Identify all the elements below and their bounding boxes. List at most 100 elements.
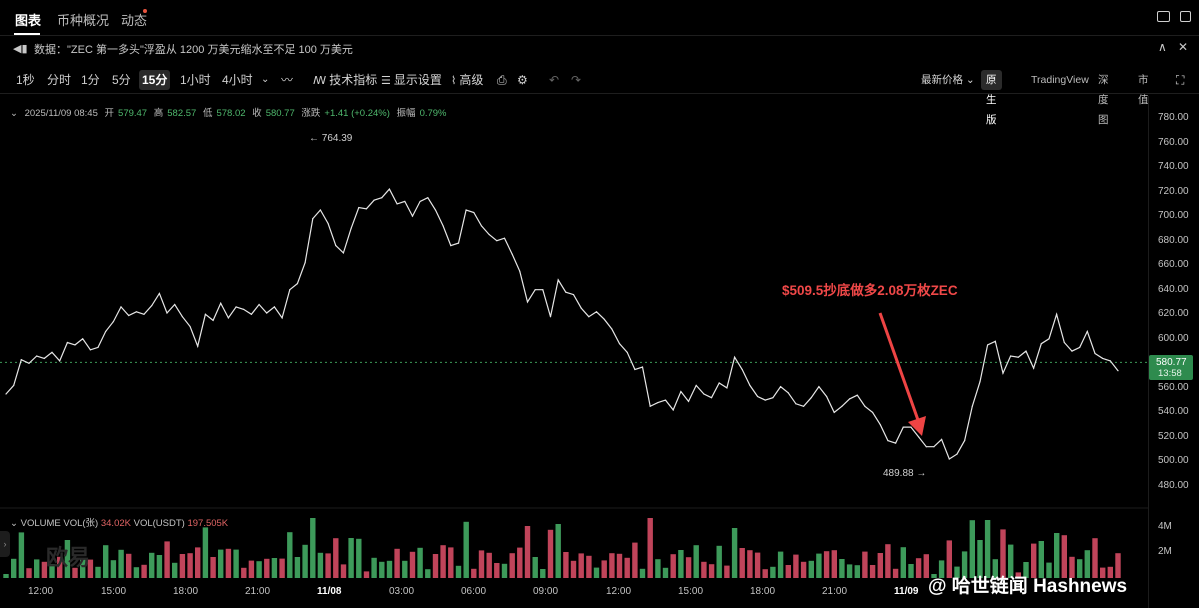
volume-bar — [302, 544, 308, 578]
news-bar: ◀▮ 数据："ZEC 第一多头"浮盈从 1200 万美元缩水至不足 100 万美… — [0, 37, 1199, 59]
okx-watermark: 欧易 — [46, 545, 91, 570]
volume-bar — [954, 566, 960, 578]
current-price-tag: 580.77 13:58 — [1149, 355, 1193, 380]
volume-bar — [1000, 529, 1006, 578]
volume-bar — [356, 538, 362, 578]
volume-bar — [900, 547, 906, 578]
y-tick-label: 500.00 — [1158, 455, 1189, 467]
close-icon[interactable]: ✕ — [1178, 40, 1189, 54]
callout-arrow-shaft — [878, 312, 920, 421]
volume-legend: ⌄ VOLUME VOL(张) 34.02K VOL(USDT) 197.505… — [10, 515, 228, 529]
timeframe-1h[interactable]: 1小时 — [180, 73, 211, 87]
volume-bar — [202, 527, 209, 578]
volume-bar — [540, 569, 546, 578]
x-tick-label: 12:00 — [28, 586, 54, 597]
volume-bar — [478, 550, 485, 578]
tab-feed[interactable]: 动态 — [121, 13, 148, 28]
x-tick-label: 15:00 — [678, 586, 704, 597]
volume-bar — [984, 520, 991, 578]
volume-bar — [141, 564, 147, 578]
volume-bar — [363, 571, 370, 578]
volume-bar — [118, 549, 124, 578]
volume-bar — [486, 552, 492, 578]
active-tab-underline — [14, 33, 40, 35]
gear-icon[interactable]: ⚙ — [517, 73, 528, 87]
x-tick-label: 18:00 — [750, 586, 776, 597]
volume-bar — [287, 532, 293, 578]
low-marker: 489.88 → — [883, 468, 927, 479]
sidebar-toggle-icon[interactable]: › — [0, 531, 10, 557]
volume-bar — [923, 554, 929, 578]
view-tradingview[interactable]: TradingView — [1031, 74, 1089, 86]
volume-collapse-icon[interactable]: ⌄ — [10, 518, 18, 529]
window-mode-icon[interactable] — [1157, 11, 1170, 22]
timeframe-time[interactable]: 分时 — [47, 73, 72, 87]
indicators-button[interactable]: ꟿ 技术指标 — [313, 70, 377, 90]
volume-bar — [701, 561, 707, 578]
open-value: 579.47 — [118, 108, 148, 119]
volume-bar — [72, 567, 78, 578]
collapse-icon[interactable]: ∧ — [1158, 40, 1167, 54]
volume-bar — [333, 538, 339, 578]
volume-name: VOLUME — [20, 518, 61, 529]
view-native[interactable]: 原生版 — [981, 70, 1002, 126]
volume-bar — [34, 559, 40, 578]
volume-bar — [1023, 562, 1029, 578]
volume-bar — [563, 552, 569, 578]
volume-bar — [126, 553, 132, 578]
undo-icon[interactable]: ↶ — [549, 73, 560, 87]
x-tick-label: 03:00 — [389, 586, 415, 597]
volume-bar — [938, 560, 945, 578]
volume-bars — [3, 518, 1121, 578]
collapse-chevron-icon[interactable]: ⌄ — [10, 108, 18, 119]
price-type-label: 最新价格 — [921, 74, 963, 86]
fullscreen-icon[interactable]: ⛶ — [1176, 73, 1185, 87]
y-tick-label: 560.00 — [1158, 381, 1189, 393]
view-depth[interactable]: 深度图 — [1098, 74, 1109, 126]
volume-bar — [685, 557, 692, 578]
volume-bar — [609, 553, 615, 578]
notification-dot — [143, 9, 147, 13]
view-market-cap[interactable]: 市值 — [1138, 74, 1149, 106]
volume-bar — [156, 555, 163, 578]
volume-bar — [570, 560, 577, 578]
timeframe-4h[interactable]: 4小时 — [222, 73, 253, 87]
volume-bar — [961, 551, 968, 578]
volume-bar — [747, 550, 753, 578]
tab-coin-overview[interactable]: 币种概况 — [57, 13, 110, 28]
list-icon: ☰ — [381, 75, 391, 87]
timeframe-1m[interactable]: 1分 — [81, 73, 100, 87]
volume-bar — [87, 559, 94, 578]
y-tick-label: 700.00 — [1158, 210, 1189, 222]
volume-bar — [425, 569, 431, 578]
high-marker: ← 764.39 — [309, 133, 353, 144]
volume-bar — [494, 563, 500, 578]
redo-icon[interactable]: ↷ — [571, 73, 582, 87]
display-settings-button[interactable]: ☰ 显示设置 — [381, 70, 442, 90]
maximize-icon[interactable] — [1180, 11, 1191, 22]
price-type-select[interactable]: 最新价格 ⌄ — [921, 74, 975, 86]
x-tick-label: 15:00 — [101, 586, 127, 597]
timeframe-5m[interactable]: 5分 — [112, 73, 131, 87]
volume-bar — [662, 567, 669, 578]
timeframe-15m[interactable]: 15分 — [139, 70, 171, 90]
price-points — [5, 188, 1119, 460]
tab-chart[interactable]: 图表 — [15, 13, 42, 28]
line-type-icon[interactable]: 〰 — [281, 73, 294, 87]
volume-bar — [64, 540, 71, 578]
volume-bar — [885, 544, 891, 578]
price-axis[interactable] — [1148, 96, 1199, 608]
advanced-button[interactable]: ⌇ 高级 — [451, 70, 483, 90]
volume-bar — [1031, 543, 1037, 578]
megaphone-icon: ◀▮ — [13, 43, 28, 55]
volume-bar — [915, 558, 922, 578]
indicators-label: 技术指标 — [329, 73, 378, 87]
change-value: +1.41 (+0.24%) — [324, 108, 390, 119]
timeframe-dropdown-icon[interactable]: ⌄ — [261, 74, 270, 85]
snapshot-icon[interactable]: ⎙ — [497, 73, 507, 87]
price-line — [5, 188, 1119, 460]
news-text[interactable]: 数据："ZEC 第一多头"浮盈从 1200 万美元缩水至不足 100 万美元 — [34, 44, 353, 56]
volume-bar — [892, 568, 899, 578]
timeframe-1s[interactable]: 1秒 — [16, 73, 35, 87]
